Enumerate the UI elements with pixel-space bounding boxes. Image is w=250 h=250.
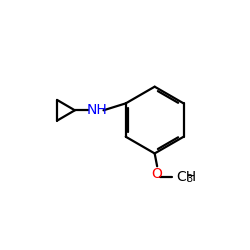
Text: 3: 3 xyxy=(186,174,193,184)
Text: CH: CH xyxy=(176,170,196,184)
Text: NH: NH xyxy=(86,103,107,117)
Text: O: O xyxy=(152,167,162,181)
